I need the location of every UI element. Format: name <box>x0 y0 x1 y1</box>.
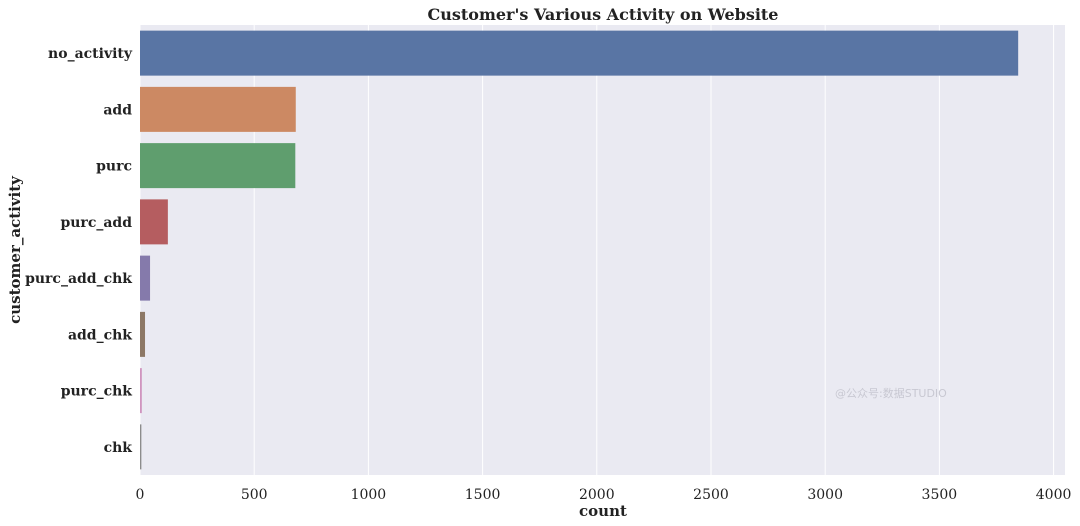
chart-title: Customer's Various Activity on Website <box>428 5 779 24</box>
y-tick-label: purc_add_chk <box>25 271 132 287</box>
bar-add-chk <box>140 311 146 357</box>
bar-add <box>140 86 296 132</box>
bar-purc-chk <box>140 368 142 414</box>
x-tick-label: 2000 <box>579 487 615 503</box>
bars <box>140 30 1019 470</box>
x-tick-label: 3000 <box>807 487 843 503</box>
watermark: @公众号:数据STUDIO <box>835 386 947 400</box>
y-axis-label: customer_activity <box>6 175 24 324</box>
y-tick-label: purc_add <box>60 215 132 231</box>
y-tick-label: add <box>103 102 132 118</box>
x-tick-label: 500 <box>241 487 268 503</box>
x-tick-label: 3500 <box>922 487 958 503</box>
y-tick-label: purc <box>96 159 132 175</box>
x-tick-label: 0 <box>136 487 145 503</box>
y-tick-label: purc_chk <box>61 384 133 400</box>
x-tick-label: 1000 <box>351 487 387 503</box>
bar-purc-add-chk <box>140 255 151 301</box>
bar-purc-add <box>140 199 168 245</box>
x-axis-label: count <box>579 502 627 520</box>
bar-no-activity <box>140 30 1019 76</box>
x-tick-label: 1500 <box>465 487 501 503</box>
x-tick-label: 4000 <box>1036 487 1072 503</box>
x-tick-labels: 0 500 1000 1500 2000 2500 3000 3500 4000 <box>136 487 1072 503</box>
bar-chk <box>140 424 142 470</box>
y-tick-label: chk <box>104 440 133 456</box>
y-tick-label: add_chk <box>68 327 132 343</box>
bar-purc <box>140 143 296 189</box>
y-tick-label: no_activity <box>48 46 133 62</box>
x-tick-label: 2500 <box>693 487 729 503</box>
